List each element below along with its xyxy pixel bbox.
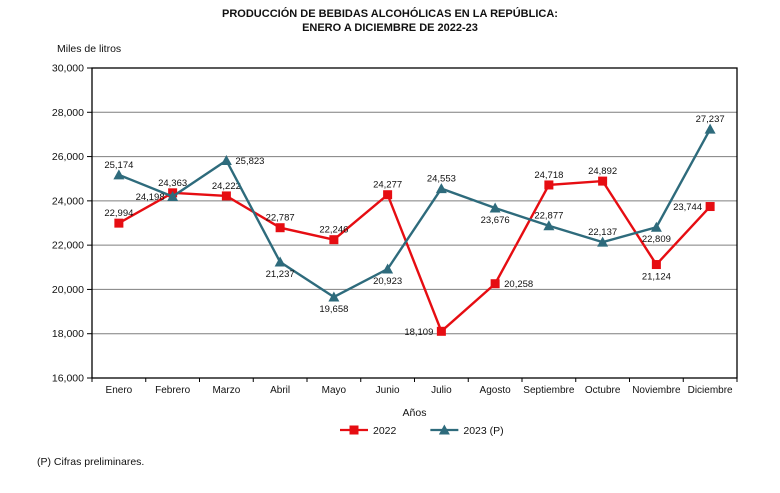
triangle-marker <box>704 123 716 134</box>
month-label: Marzo <box>212 385 240 396</box>
square-marker <box>114 218 124 228</box>
square-marker <box>329 235 339 245</box>
square-marker <box>275 223 285 233</box>
square-marker <box>598 176 608 186</box>
month-label: Diciembre <box>688 385 733 396</box>
data-point-label: 20,923 <box>373 276 402 287</box>
y-tick-label: 28,000 <box>52 107 84 119</box>
y-tick-label: 18,000 <box>52 328 84 340</box>
data-point-label: 23,744 <box>673 202 702 213</box>
y-tick-label: 30,000 <box>52 63 84 75</box>
month-label: Noviembre <box>632 385 681 396</box>
data-point-label: 27,237 <box>696 114 725 125</box>
square-marker <box>383 190 393 200</box>
data-point-label: 22,877 <box>534 211 563 222</box>
month-label: Junio <box>376 385 400 396</box>
square-marker <box>490 279 500 289</box>
data-point-label: 25,174 <box>104 160 133 171</box>
y-tick-label: 22,000 <box>52 240 84 252</box>
triangle-marker <box>435 183 447 194</box>
month-label: Septiembre <box>523 385 575 396</box>
x-axis-title: Años <box>403 407 427 419</box>
preliminary-figures-note: (P) Cifras preliminares. <box>37 456 145 468</box>
square-marker <box>544 180 554 190</box>
y-tick-label: 20,000 <box>52 284 84 296</box>
month-label: Abril <box>270 385 290 396</box>
data-point-label: 24,363 <box>158 178 187 189</box>
data-point-label: 21,237 <box>266 269 295 280</box>
legend-swatch-marker <box>349 425 359 435</box>
legend-label: 2022 <box>373 425 397 437</box>
y-tick-label: 24,000 <box>52 195 84 207</box>
data-point-label: 24,718 <box>534 170 563 181</box>
production-line-chart: Miles de litros 16,000 18,000 20,000 22,000 2… <box>52 43 738 437</box>
data-point-label: 24,198 <box>136 192 165 203</box>
square-marker <box>436 326 446 336</box>
data-point-label: 22,246 <box>319 225 348 236</box>
data-point-label: 18,109 <box>404 327 433 338</box>
data-point-label: 22,137 <box>588 227 617 238</box>
square-marker <box>221 191 231 201</box>
data-point-label: 21,124 <box>642 272 671 283</box>
triangle-marker <box>597 236 609 247</box>
y-tick-label: 16,000 <box>52 373 84 385</box>
triangle-marker <box>382 263 394 274</box>
square-marker <box>705 202 715 212</box>
triangle-marker <box>274 256 286 267</box>
series-2023P-line <box>118 128 712 299</box>
data-point-label: 20,258 <box>504 279 533 290</box>
y-tick-label: 26,000 <box>52 151 84 163</box>
month-label: Mayo <box>322 385 347 396</box>
triangle-marker <box>220 154 232 165</box>
data-point-label: 24,892 <box>588 166 617 177</box>
triangle-marker <box>167 190 179 201</box>
data-point-label: 22,787 <box>266 213 295 224</box>
month-label: Febrero <box>155 385 190 396</box>
chart-title-line2: ENERO A DICIEMBRE DE 2022-23 <box>302 22 478 34</box>
series-2022-line <box>118 179 712 334</box>
legend-swatch-marker <box>438 424 450 435</box>
data-point-label: 22,994 <box>104 208 133 219</box>
triangle-marker <box>489 202 501 213</box>
legend-label: 2023 (P) <box>463 425 503 437</box>
data-point-label: 24,222 <box>212 181 241 192</box>
month-label: Enero <box>106 385 133 396</box>
month-label: Julio <box>431 385 452 396</box>
data-point-label: 19,658 <box>319 304 348 315</box>
triangle-marker <box>650 221 662 232</box>
triangle-marker <box>543 220 555 231</box>
triangle-marker <box>328 291 340 302</box>
data-point-label: 25,823 <box>235 156 264 167</box>
data-point-label: 24,553 <box>427 174 456 185</box>
data-point-label: 24,277 <box>373 180 402 191</box>
triangle-marker <box>113 169 125 180</box>
y-axis-unit-label: Miles de litros <box>57 43 121 55</box>
square-marker <box>651 260 661 270</box>
month-label: Octubre <box>585 385 621 396</box>
chart-title-line1: PRODUCCIÓN DE BEBIDAS ALCOHÓLICAS EN LA … <box>222 8 558 20</box>
data-point-label: 23,676 <box>481 215 510 226</box>
chart-title: PRODUCCIÓN DE BEBIDAS ALCOHÓLICAS EN LA … <box>0 7 780 35</box>
month-label: Agosto <box>480 385 512 396</box>
data-point-label: 22,809 <box>642 234 671 245</box>
